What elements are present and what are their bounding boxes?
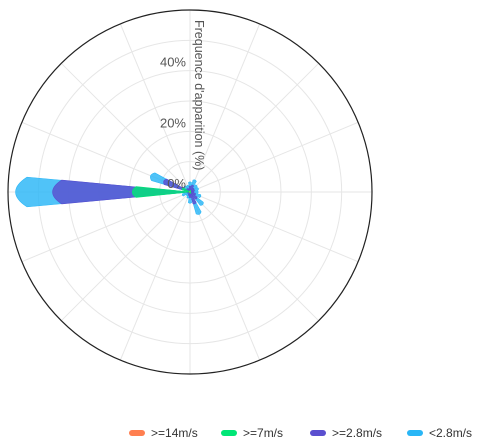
legend-swatch-icon <box>221 430 237 436</box>
petal-ENE <box>189 189 195 193</box>
legend-item-7ms[interactable]: >=7m/s <box>221 424 283 442</box>
legend-item-14ms[interactable]: >=14m/s <box>129 424 198 442</box>
series-1 <box>131 186 192 198</box>
legend-swatch-icon <box>310 430 326 436</box>
petal-W <box>131 186 191 198</box>
radial-tick-label: 0% <box>167 176 186 191</box>
radial-tick-label: 20% <box>160 115 186 130</box>
series-layer <box>15 172 204 215</box>
petal-SE <box>189 191 198 200</box>
legend-label: >=2.8m/s <box>332 426 383 440</box>
legend-item-2-8ms[interactable]: >=2.8m/s <box>310 424 382 442</box>
polar-plot: 0% 20% 40% Frequence d'apparition (%) <box>7 9 373 375</box>
legend-swatch-icon <box>407 430 423 436</box>
petal-NE <box>189 187 195 193</box>
petal-W <box>52 179 191 205</box>
legend-swatch-icon <box>129 430 145 436</box>
radial-tick-label: 40% <box>160 55 186 70</box>
outer-ring <box>7 9 373 375</box>
legend: >=14m/s >=7m/s >=2.8m/s <2.8m/s <box>0 424 477 442</box>
legend-item-lt-2-8ms[interactable]: <2.8m/s <box>407 424 472 442</box>
petal-SSE <box>189 191 197 205</box>
petal-WNW <box>181 187 191 193</box>
legend-label: <2.8m/s <box>429 426 473 440</box>
legend-label: >=14m/s <box>151 426 198 440</box>
axis-layer: 0% 20% 40% <box>160 55 186 191</box>
legend-label: >=7m/s <box>243 426 284 440</box>
radial-axis-title: Frequence d'apparition (%) <box>192 20 206 170</box>
petal-S <box>188 191 192 198</box>
petal-N <box>188 185 192 193</box>
